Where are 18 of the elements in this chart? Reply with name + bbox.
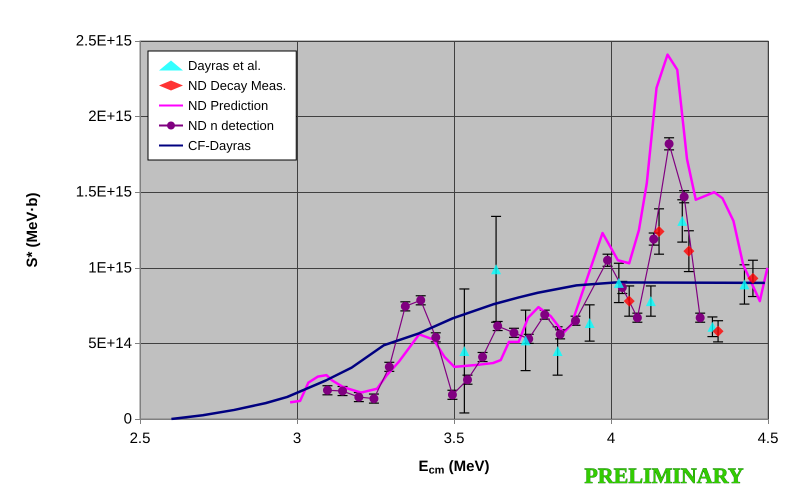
x-tick-label: 2.5 [130, 430, 150, 447]
y-tick-label: 1E+15 [88, 259, 132, 276]
legend-label: ND Prediction [188, 98, 268, 113]
y-tick-label: 1.5E+15 [76, 184, 132, 201]
x-tick-label: 3.5 [444, 430, 464, 447]
y-tick-label: 2E+15 [88, 108, 132, 126]
legend-label: Dayras et al. [188, 58, 261, 73]
text: PRELIMINARY [584, 463, 744, 488]
legend-label: CF-Dayras [188, 138, 252, 153]
y-axis-title: S* (MeV·b) [24, 192, 41, 268]
y-tick-label: 2.5E+15 [76, 32, 132, 50]
x-tick-label: 3 [292, 430, 302, 447]
y-tick-label: 5E+14 [88, 334, 132, 352]
legend-label: ND n detection [188, 118, 274, 133]
x-tick-label: 4.5 [758, 430, 778, 447]
y-tick-label: 0 [124, 410, 132, 428]
legend-label: ND Decay Meas. [188, 78, 286, 93]
x-tick-label: 4 [606, 430, 616, 447]
